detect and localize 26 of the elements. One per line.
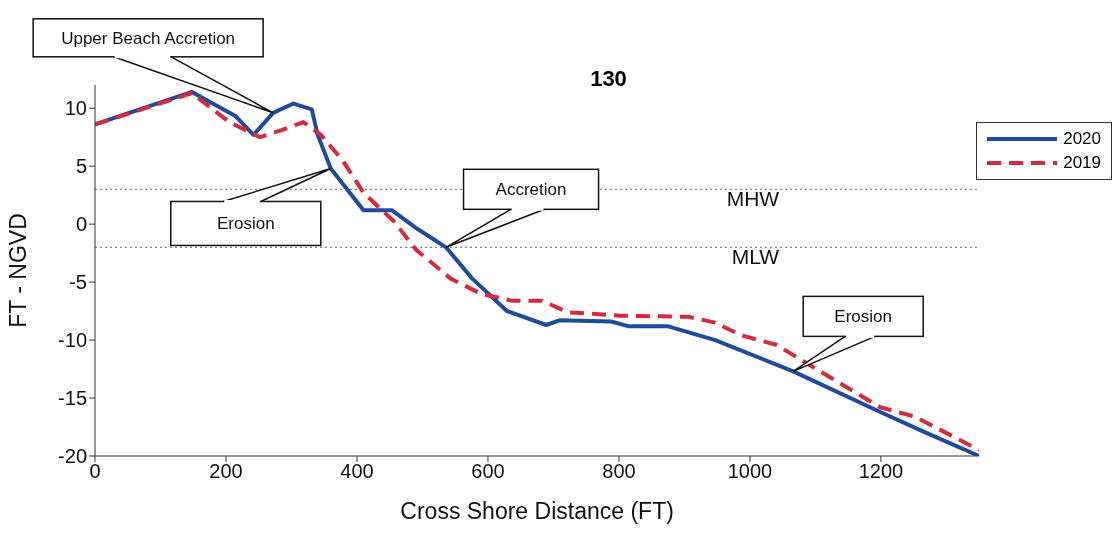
y-tick-label: -5 [69,271,87,294]
x-axis-title: Cross Shore Distance (FT) [400,498,674,524]
x-tick-label: 400 [340,460,374,483]
y-tick-label: 5 [75,155,87,178]
annotation: Accretion [495,180,567,200]
ref-line-label: MLW [731,244,780,268]
y-tick-label: -15 [58,387,87,410]
x-tick-label: 0 [89,460,101,483]
x-tick-label: 800 [602,460,636,483]
callout-box: Accretion [445,168,600,249]
annotation: Upper Beach Accretion [61,28,236,48]
y-tick-label: 0 [75,213,87,236]
x-tick-label: 200 [209,460,243,483]
chart-title: 130 [589,66,628,92]
annotation: Erosion [216,214,275,234]
annotation: Erosion [834,307,892,327]
y-tick-label: -20 [58,445,87,468]
x-tick-label: 1000 [727,460,773,483]
legend-label: 2020 [1063,129,1101,149]
x-tick-label: 1200 [858,460,904,483]
legend-label: 2019 [1063,153,1101,173]
y-tick-label: -10 [58,329,87,352]
ref-line-label: MHW [726,186,780,210]
y-axis-title: FT - NGVD [5,213,32,328]
y-tick-label: 10 [64,97,87,120]
x-tick-label: 600 [471,460,505,483]
